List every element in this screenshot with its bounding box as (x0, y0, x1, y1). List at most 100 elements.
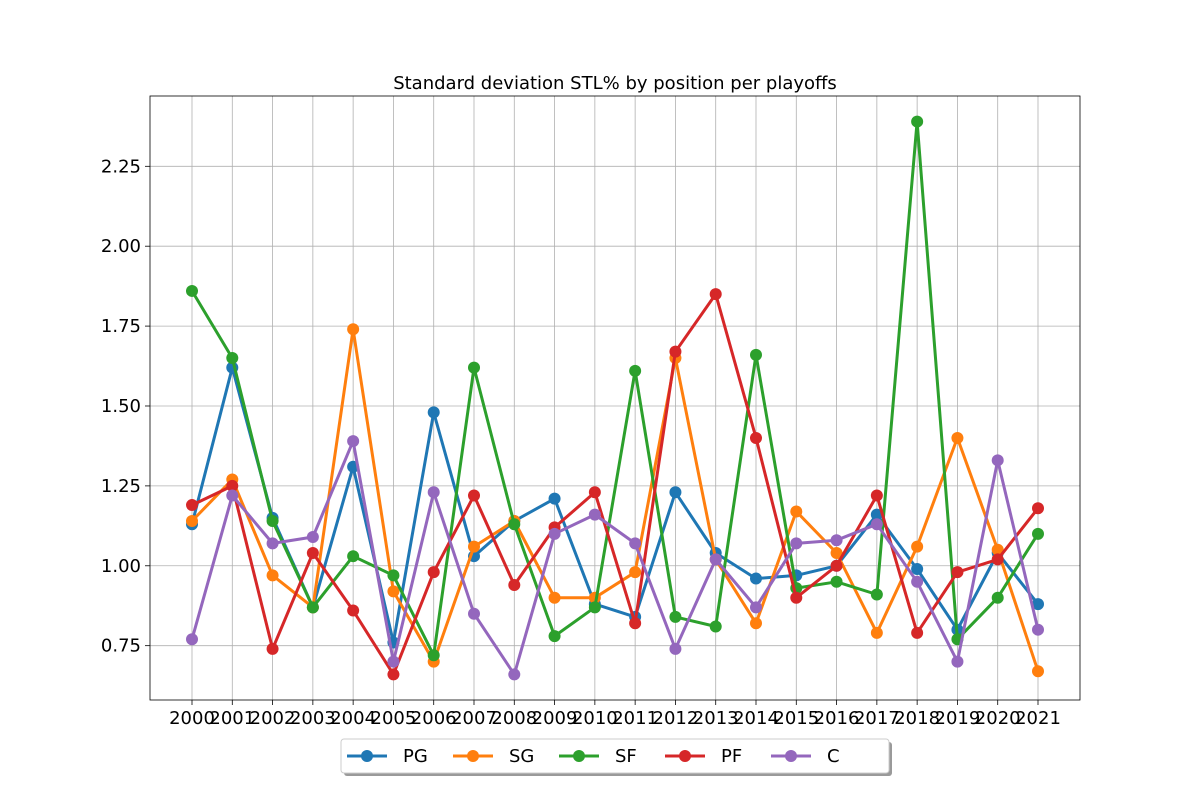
legend-label: C (827, 746, 840, 767)
data-point (427, 649, 440, 662)
data-point (870, 489, 883, 502)
data-point (427, 486, 440, 499)
data-point (186, 515, 198, 528)
data-point (468, 540, 480, 553)
series-line (190, 439, 1040, 676)
data-point (468, 489, 480, 502)
data-point (548, 630, 561, 643)
legend-marker (785, 750, 797, 762)
data-point (991, 543, 1004, 556)
data-point (1032, 623, 1044, 636)
plot-frame (149, 95, 1081, 701)
series-line (190, 366, 1040, 644)
data-point (790, 591, 803, 604)
data-point (870, 518, 883, 531)
data-point (1032, 527, 1044, 540)
data-point (669, 345, 682, 358)
y-tick-label: 1.75 (101, 316, 141, 337)
data-point (387, 655, 400, 668)
data-point (266, 515, 279, 528)
data-point (911, 540, 924, 553)
data-point (266, 569, 279, 582)
data-point (911, 562, 924, 575)
data-point (387, 585, 400, 598)
data-point (629, 364, 642, 377)
legend-label: SG (509, 746, 534, 767)
legend-marker (361, 750, 373, 762)
data-point (306, 531, 319, 544)
data-point (951, 655, 964, 668)
legend-box (340, 738, 890, 774)
data-point (830, 546, 843, 559)
x-tick-label: 2007 (451, 708, 497, 729)
data-point (951, 566, 964, 579)
series-layer (186, 115, 1044, 681)
data-point (306, 601, 319, 614)
data-point (991, 553, 1004, 566)
data-point (870, 588, 883, 601)
series-pf (186, 288, 1044, 681)
legend-entry-c: C (771, 746, 840, 767)
data-point (347, 550, 360, 563)
data-point (186, 284, 198, 297)
x-tick-label: 2003 (290, 708, 336, 729)
legend: PG SG SF PF C (340, 738, 892, 776)
data-point (709, 553, 722, 566)
legend-marker (679, 750, 691, 762)
y-tick-label: 1.00 (101, 556, 141, 577)
legend-entry-pf: PF (665, 746, 742, 767)
data-point (427, 566, 440, 579)
data-point (750, 348, 762, 361)
chart-title: Standard deviation STL% by position per … (393, 73, 837, 94)
data-point (750, 431, 762, 444)
x-tick-label: 2013 (693, 708, 739, 729)
y-tick-label: 1.50 (101, 396, 141, 417)
data-point (750, 601, 762, 614)
data-point (669, 642, 682, 655)
x-tick-label: 2011 (612, 708, 658, 729)
x-tick-label: 2004 (330, 708, 376, 729)
data-point (911, 115, 924, 128)
data-point (387, 569, 400, 582)
data-point (548, 492, 561, 505)
data-point (347, 323, 360, 336)
series-line (191, 292, 1040, 676)
data-point (186, 499, 198, 512)
legend-entry-pg: PG (347, 746, 428, 767)
data-point (548, 527, 561, 540)
data-point (468, 607, 480, 620)
x-tick-label: 2020 (975, 708, 1021, 729)
x-tick-label: 2021 (1015, 708, 1061, 729)
data-point (991, 591, 1004, 604)
data-point (508, 578, 521, 591)
data-point (790, 537, 803, 550)
y-tick-label: 0.75 (101, 636, 141, 657)
data-point (508, 668, 521, 681)
data-point (830, 559, 843, 572)
data-point (830, 534, 843, 547)
data-point (387, 668, 400, 681)
series-line (190, 327, 1040, 672)
data-point (548, 591, 561, 604)
x-tick-label: 2019 (935, 708, 981, 729)
x-tick-label: 2015 (773, 708, 819, 729)
x-tick-label: 2009 (532, 708, 578, 729)
data-point (347, 435, 360, 448)
x-tick-label: 2000 (169, 708, 215, 729)
data-point (951, 431, 964, 444)
legend-marker (573, 750, 585, 762)
data-point (629, 617, 642, 630)
data-point (266, 537, 279, 550)
data-point (186, 633, 198, 646)
data-point (709, 620, 722, 633)
data-point (226, 352, 239, 365)
y-tick-label: 2.25 (101, 156, 141, 177)
data-point (870, 626, 883, 639)
data-point (266, 642, 279, 655)
data-point (709, 288, 722, 301)
x-tick-label: 2006 (411, 708, 457, 729)
x-tick-label: 2018 (894, 708, 940, 729)
y-tick-label: 2.00 (101, 236, 141, 257)
data-point (1032, 502, 1044, 515)
